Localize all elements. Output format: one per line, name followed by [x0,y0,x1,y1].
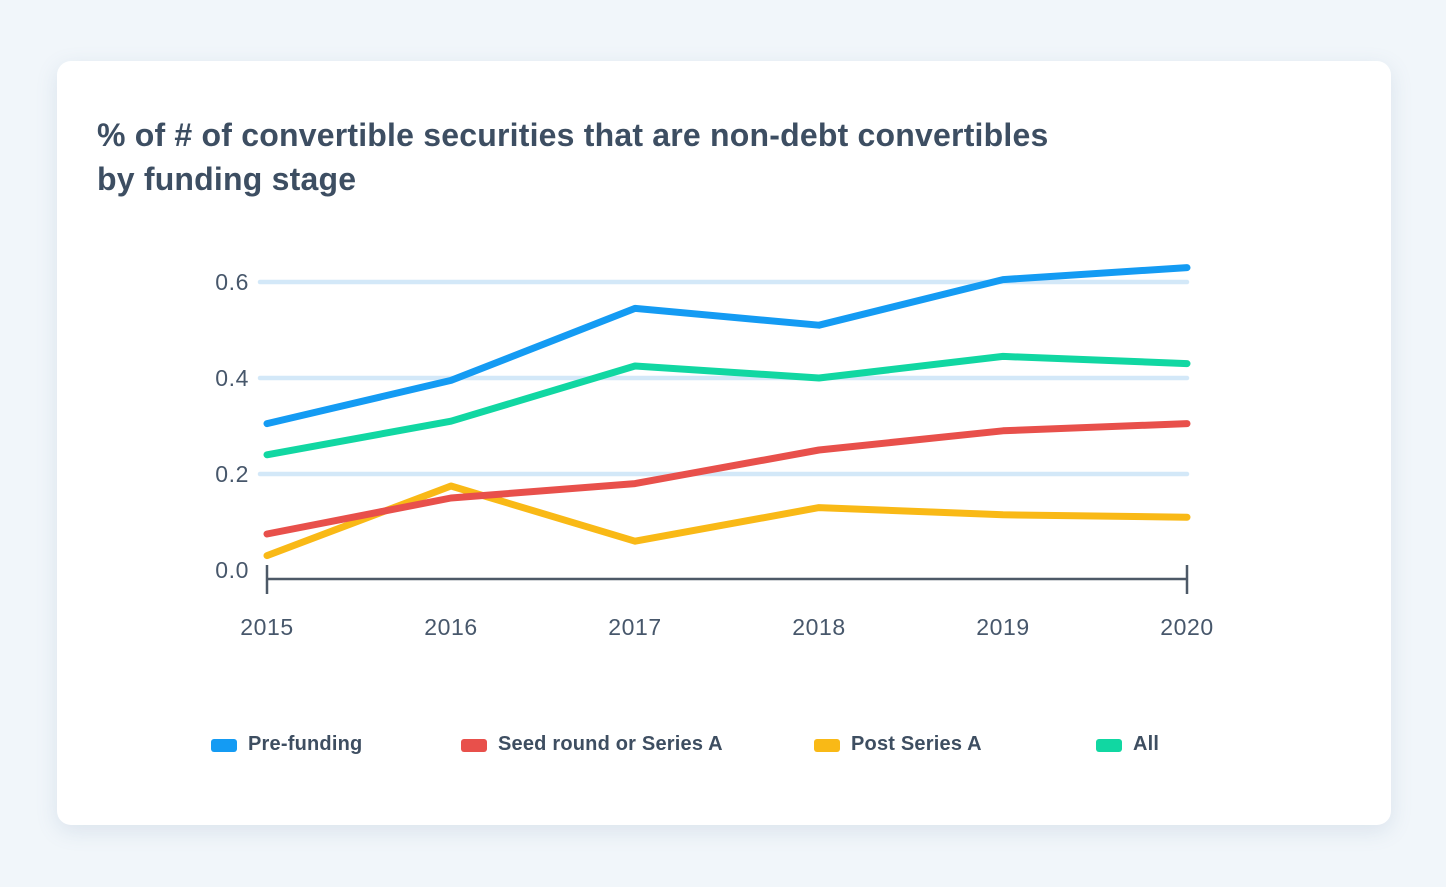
x-axis-tick-label: 2015 [240,614,294,640]
legend-swatch-seed-round-or-series-a [461,739,487,752]
x-axis-tick-label: 2018 [792,614,846,640]
y-axis-tick-label: 0.2 [215,461,249,487]
legend-swatch-post-series-a [814,739,840,752]
legend-item-post-series-a[interactable]: Post Series A [814,733,982,756]
chart-title-line2: by funding stage [97,161,357,197]
legend-item-pre-funding[interactable]: Pre-funding [211,733,362,756]
y-axis-tick-label: 0.0 [215,557,249,583]
y-axis-tick-label: 0.4 [215,365,249,391]
x-axis-tick-label: 2016 [424,614,478,640]
legend-label: Pre-funding [248,733,363,755]
series-line-post-series-a [263,482,1191,560]
y-axis-tick-label: 0.6 [215,269,249,295]
series-line-seed-round-or-series-a [263,420,1191,538]
series-line-all [263,352,1191,459]
legend-item-seed-round-or-series-a[interactable]: Seed round or Series A [461,733,723,756]
x-axis-tick-label: 2020 [1160,614,1214,640]
legend-label: All [1133,733,1160,755]
legend-swatch-pre-funding [211,739,237,752]
legend-label: Seed round or Series A [498,733,723,755]
chart-card: % of # of convertible securities that ar… [57,61,1391,825]
chart-title-line1: % of # of convertible securities that ar… [97,117,1049,153]
legend-swatch-all [1096,739,1122,752]
legend-item-all[interactable]: All [1096,733,1159,756]
x-axis-tick-label: 2017 [608,614,662,640]
legend-label: Post Series A [851,733,982,755]
x-axis-tick-label: 2019 [976,614,1030,640]
chart-canvas: 0.0 0.2 0.4 0.6 2015 2016 2017 2018 2019 2020 [215,264,1214,640]
series-line-pre-funding [263,264,1191,428]
chart-title: % of # of convertible securities that ar… [97,113,1237,201]
chart-legend: Pre-funding Seed round or Series A Post Se… [57,733,1391,763]
